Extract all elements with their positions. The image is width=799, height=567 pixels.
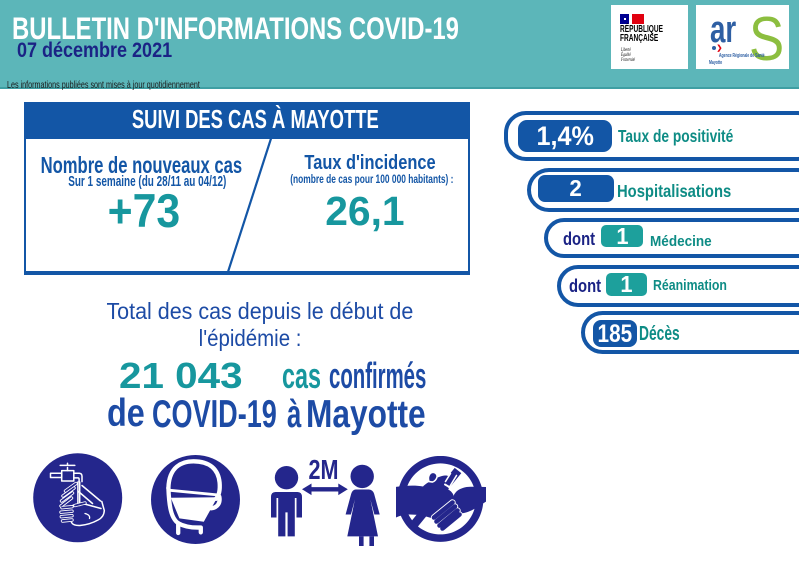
svg-text:2M: 2M bbox=[309, 454, 339, 485]
